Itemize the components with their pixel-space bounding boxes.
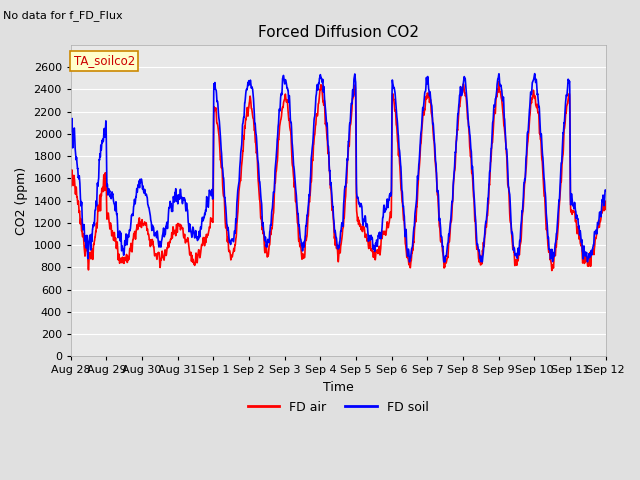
FD soil: [458, 90, 466, 96]
Title: Forced Diffusion CO2: Forced Diffusion CO2: [258, 24, 419, 39]
FD air: [163, 246, 171, 252]
Legend: FD air, FD soil: FD air, FD soil: [243, 396, 433, 419]
FD soil: [602, 187, 609, 193]
FD soil: [67, 123, 75, 129]
FD air: [548, 268, 556, 274]
Line: FD soil: FD soil: [71, 73, 605, 262]
FD soil: [163, 220, 171, 226]
FD air: [495, 79, 502, 84]
FD soil: [406, 259, 413, 264]
FD soil: [531, 71, 539, 76]
FD air: [488, 139, 496, 145]
FD air: [602, 205, 609, 211]
FD soil: [429, 116, 436, 122]
Line: FD air: FD air: [71, 82, 605, 271]
FD soil: [318, 79, 326, 84]
Text: TA_soilco2: TA_soilco2: [74, 54, 135, 67]
FD air: [67, 184, 75, 190]
FD air: [318, 88, 326, 94]
FD soil: [602, 187, 609, 193]
X-axis label: Time: Time: [323, 381, 354, 394]
FD soil: [488, 123, 496, 129]
Y-axis label: CO2 (ppm): CO2 (ppm): [15, 167, 28, 235]
FD air: [602, 198, 609, 204]
Text: No data for f_FD_Flux: No data for f_FD_Flux: [3, 10, 123, 21]
FD air: [428, 115, 436, 120]
FD air: [458, 84, 466, 90]
